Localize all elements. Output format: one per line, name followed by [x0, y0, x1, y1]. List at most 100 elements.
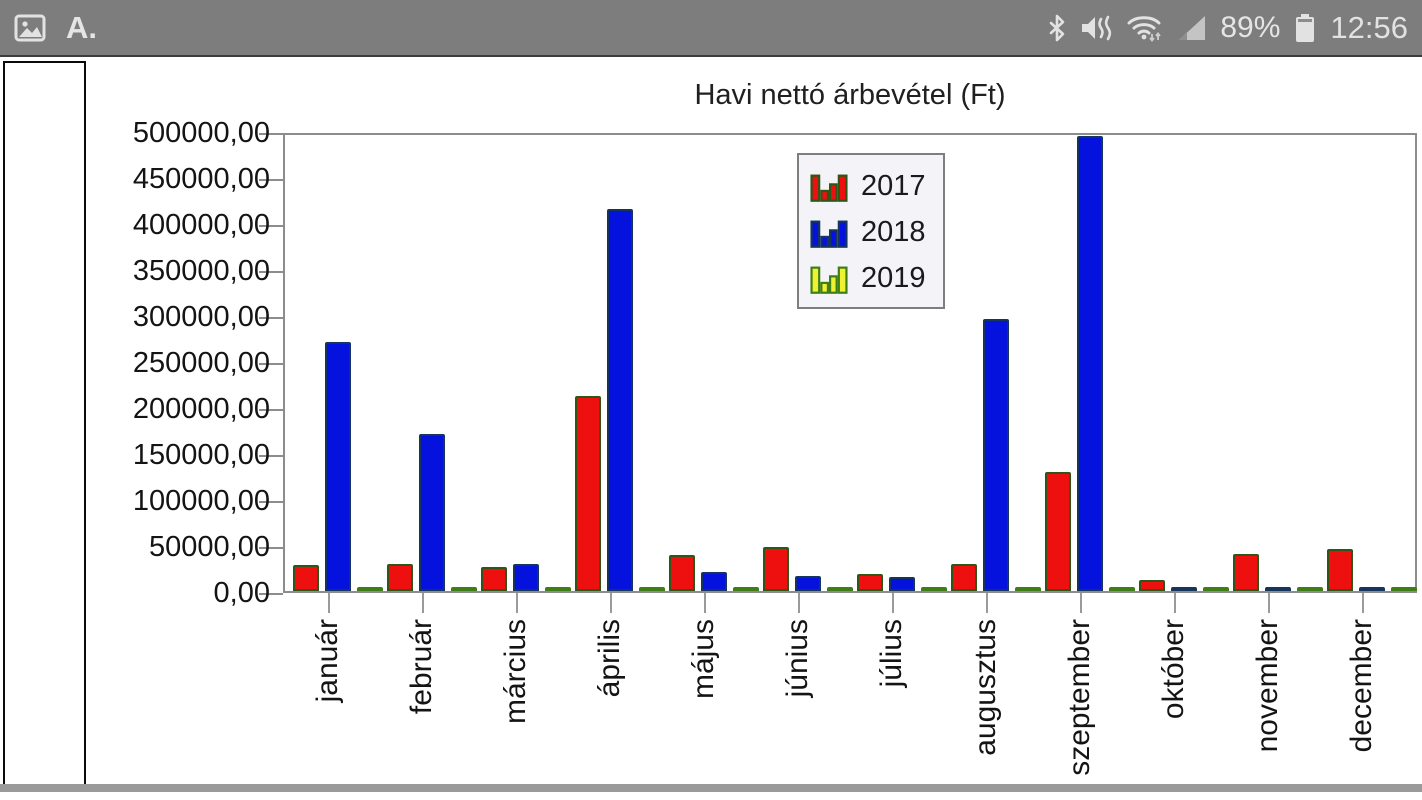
y-axis-tick [259, 179, 283, 181]
bar-2017-május [669, 555, 695, 591]
y-axis-label: 450000,00 [132, 163, 270, 195]
legend-label: 2019 [861, 261, 926, 294]
x-axis-label-december: december [1345, 619, 1378, 753]
x-axis-label-március: március [499, 619, 532, 725]
y-axis-label: 100000,00 [132, 485, 270, 517]
y-axis-label: 150000,00 [132, 439, 270, 471]
x-axis-label-november: november [1251, 619, 1284, 753]
x-axis-label-május: május [687, 619, 720, 700]
battery-icon [1296, 13, 1315, 42]
x-axis-tick [892, 593, 894, 613]
y-axis-label: 250000,00 [132, 347, 270, 379]
bar-2019-július [921, 587, 947, 591]
bar-2018-február [419, 434, 445, 591]
y-axis-tick [259, 409, 283, 411]
legend-row-2019: 2019 [809, 255, 933, 301]
battery-percent: 89% [1220, 10, 1281, 44]
chart-panel[interactable]: Havi nettó árbevétel (Ft) 2017 2018 2019 5… [90, 57, 1422, 794]
y-axis-tick [259, 455, 283, 457]
font-a-icon: A. [66, 10, 97, 45]
legend-row-2018: 2018 [809, 209, 933, 255]
bluetooth-icon [1050, 14, 1065, 41]
chart-legend: 2017 2018 2019 [797, 153, 945, 309]
x-axis-tick [1268, 593, 1270, 613]
left-side-panel[interactable] [3, 61, 86, 787]
y-axis-tick [259, 501, 283, 503]
x-axis-tick [798, 593, 800, 613]
y-axis-tick [259, 547, 283, 549]
bar-2019-február [451, 587, 477, 591]
image-icon [14, 14, 46, 41]
system-status-icons: 89% 12:56 [1048, 10, 1408, 46]
legend-bars-icon [810, 174, 848, 202]
legend-label: 2018 [861, 215, 926, 248]
x-axis-tick [610, 593, 612, 613]
y-axis-tick [259, 133, 283, 135]
x-axis-label-január: január [311, 619, 344, 703]
bar-2018-május [701, 572, 727, 591]
bottom-edge-strip [0, 784, 1422, 792]
x-axis-label-július: július [875, 619, 908, 688]
bar-2019-október [1203, 587, 1229, 591]
bar-2017-április [575, 396, 601, 591]
x-axis-tick [1080, 593, 1082, 613]
bar-2018-augusztus [983, 319, 1009, 591]
y-axis-label: 0,00 [213, 577, 270, 609]
bar-2017-június [763, 547, 789, 591]
x-axis-tick [1362, 593, 1364, 613]
x-axis-tick [704, 593, 706, 613]
legend-label: 2017 [861, 169, 926, 202]
clock: 12:56 [1330, 9, 1408, 45]
x-axis-label-június: június [781, 619, 814, 698]
bar-2017-november [1233, 554, 1259, 591]
bar-2018-november [1265, 587, 1291, 591]
bar-2018-április [607, 209, 633, 591]
status-bar[interactable]: A. 89% 12:56 [0, 0, 1422, 55]
y-axis-label: 200000,00 [132, 393, 270, 425]
y-axis-label: 300000,00 [132, 301, 270, 333]
bar-2018-október [1171, 587, 1197, 591]
legend-row-2017: 2017 [809, 163, 933, 209]
bar-2017-december [1327, 549, 1353, 591]
y-axis-label: 500000,00 [132, 117, 270, 149]
chart-title: Havi nettó árbevétel (Ft) [694, 79, 1006, 111]
x-axis-tick [422, 593, 424, 613]
bar-2018-január [325, 342, 351, 591]
y-axis-tick [259, 363, 283, 365]
x-axis-tick [516, 593, 518, 613]
bar-2017-február [387, 564, 413, 591]
x-axis-label-augusztus: augusztus [969, 619, 1002, 756]
bar-2019-szeptember [1109, 587, 1135, 591]
y-axis-tick [259, 271, 283, 273]
bar-2017-október [1139, 580, 1165, 591]
x-axis-label-október: október [1157, 619, 1190, 720]
bar-2019-június [827, 587, 853, 591]
x-axis-label-április: április [593, 619, 626, 698]
cell-signal-icon [1179, 15, 1206, 40]
x-axis-tick [1174, 593, 1176, 613]
bar-2019-november [1297, 587, 1323, 591]
y-axis-tick [259, 593, 283, 595]
bar-2018-szeptember [1077, 136, 1103, 591]
bar-2018-március [513, 564, 539, 591]
bar-2019-december [1391, 587, 1417, 591]
bar-2017-március [481, 567, 507, 591]
y-axis-label: 50000,00 [149, 531, 270, 563]
bar-2018-június [795, 576, 821, 591]
y-axis-tick [259, 317, 283, 319]
bar-2018-július [889, 577, 915, 591]
bar-2017-július [857, 574, 883, 591]
y-axis-label: 350000,00 [132, 255, 270, 287]
x-axis-tick [986, 593, 988, 613]
bar-2017-szeptember [1045, 472, 1071, 591]
x-axis-label-február: február [405, 619, 438, 715]
x-axis-tick [328, 593, 330, 613]
bar-2019-március [545, 587, 571, 591]
legend-bars-icon [810, 220, 848, 248]
app-content: Havi nettó árbevétel (Ft) 2017 2018 2019 5… [0, 55, 1422, 794]
mute-vibrate-icon [1082, 15, 1112, 40]
bar-2019-augusztus [1015, 587, 1041, 591]
y-axis-label: 400000,00 [132, 209, 270, 241]
bar-2019-január [357, 587, 383, 591]
y-axis-tick [259, 225, 283, 227]
